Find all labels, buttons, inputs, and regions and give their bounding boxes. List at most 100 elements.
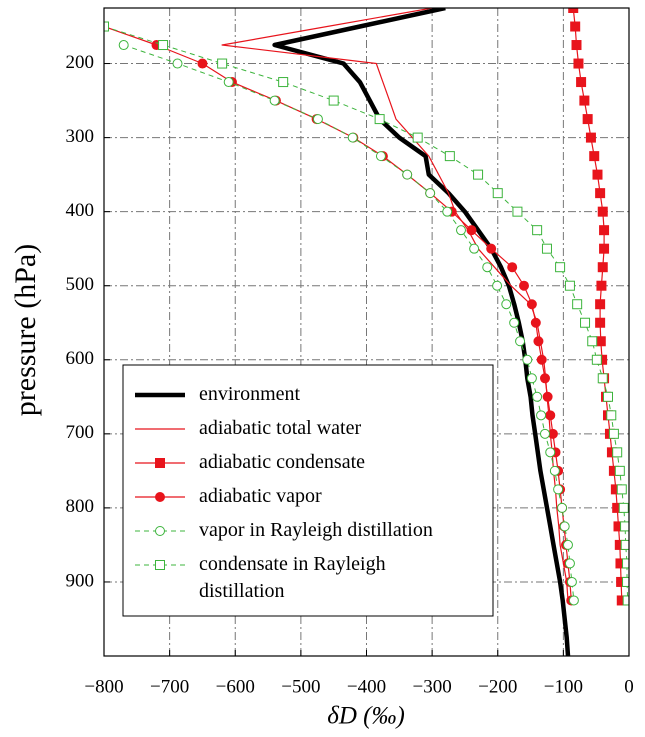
marker: [603, 391, 613, 402]
marker: [155, 526, 165, 536]
marker: [570, 21, 581, 32]
marker: [595, 299, 606, 310]
marker: [155, 492, 165, 502]
marker: [197, 58, 208, 69]
marker: [599, 225, 610, 236]
y-tick-label: 400: [66, 200, 95, 221]
marker: [597, 206, 608, 217]
marker: [118, 40, 129, 51]
marker: [597, 262, 608, 273]
marker: [412, 132, 423, 143]
marker: [591, 354, 602, 365]
marker: [559, 521, 570, 532]
marker: [622, 576, 629, 587]
legend-label: environment: [199, 383, 301, 405]
x-tick-label: −400: [347, 676, 386, 697]
legend-label: adiabatic total water: [199, 417, 361, 439]
marker: [541, 243, 552, 254]
marker: [597, 373, 608, 384]
marker: [614, 465, 625, 476]
legend-box: [122, 364, 494, 617]
marker: [545, 447, 556, 458]
marker: [564, 280, 575, 291]
marker: [557, 502, 568, 513]
marker: [456, 225, 466, 236]
marker: [608, 428, 619, 439]
marker: [564, 558, 575, 569]
marker: [158, 40, 169, 51]
marker: [526, 373, 537, 384]
x-tick-label: −800: [84, 676, 123, 697]
marker: [442, 206, 453, 217]
y-tick-label: 300: [66, 126, 95, 147]
marker: [532, 225, 543, 236]
marker: [155, 458, 165, 468]
marker: [540, 428, 550, 439]
marker: [589, 151, 600, 162]
y-tick-label: 900: [66, 570, 95, 591]
marker: [278, 77, 289, 88]
marker: [566, 576, 577, 587]
y-tick-label: 500: [66, 274, 95, 295]
marker: [592, 169, 603, 180]
legend-label: adiabatic condensate: [199, 451, 365, 473]
marker: [549, 465, 560, 476]
marker: [172, 58, 183, 69]
x-tick-label: −200: [478, 676, 517, 697]
marker: [501, 299, 512, 310]
marker: [402, 169, 413, 180]
marker: [585, 132, 596, 143]
marker: [595, 188, 606, 199]
marker: [530, 317, 541, 328]
marker: [312, 114, 323, 125]
marker: [328, 95, 339, 106]
y-tick-label: 200: [66, 52, 95, 73]
marker: [587, 336, 598, 347]
marker: [425, 188, 436, 199]
marker: [599, 243, 610, 254]
marker: [572, 299, 583, 310]
marker: [579, 95, 590, 106]
marker: [542, 391, 553, 402]
legend-label: adiabatic vapor: [199, 485, 322, 507]
marker: [466, 225, 477, 236]
marker: [347, 132, 358, 143]
y-tick-label: 600: [66, 348, 95, 369]
x-tick-label: −600: [216, 676, 255, 697]
x-tick-label: −700: [150, 676, 189, 697]
marker: [553, 484, 564, 495]
y-axis-label: pressure (hPa): [9, 244, 42, 416]
marker: [562, 539, 573, 550]
marker: [269, 95, 280, 106]
marker: [555, 262, 566, 273]
legend: environment adiabatic total water adiabati…: [122, 364, 494, 617]
marker: [573, 58, 584, 69]
marker: [580, 317, 591, 328]
marker: [606, 410, 617, 421]
x-tick-label: −300: [413, 676, 452, 697]
marker: [622, 558, 629, 569]
marker: [532, 391, 543, 402]
marker: [223, 77, 234, 88]
x-tick-label: −500: [281, 676, 320, 697]
marker: [620, 521, 629, 532]
marker: [620, 539, 629, 550]
marker: [618, 502, 629, 513]
marker: [622, 595, 629, 606]
marker: [545, 410, 556, 421]
x-tick-label: 0: [624, 676, 634, 697]
marker: [616, 484, 627, 495]
y-tick-label: 800: [66, 496, 95, 517]
marker: [519, 280, 529, 291]
marker: [375, 151, 386, 162]
marker: [612, 447, 623, 458]
marker: [217, 58, 228, 69]
marker: [482, 262, 493, 273]
marker: [596, 280, 607, 291]
marker: [526, 299, 537, 310]
y-tick-label: 700: [66, 422, 95, 443]
marker: [540, 373, 550, 384]
marker: [473, 169, 484, 180]
legend-label: condensate in Rayleigh distillation: [199, 553, 391, 602]
